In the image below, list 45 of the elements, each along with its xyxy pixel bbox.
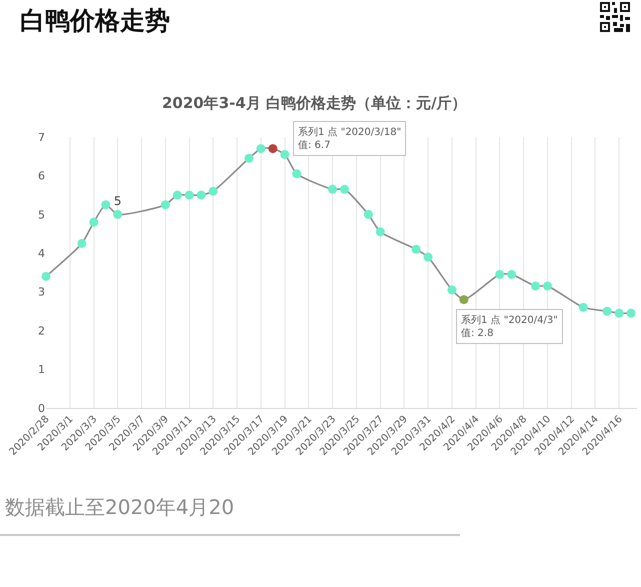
point xyxy=(113,210,122,219)
y-tick-label: 3 xyxy=(38,286,45,299)
y-tick-label: 4 xyxy=(38,246,45,260)
point xyxy=(602,306,612,316)
text: 数据截止至2020年4月20 xyxy=(5,495,234,519)
point xyxy=(364,210,373,219)
point xyxy=(340,184,349,194)
point xyxy=(626,308,636,318)
annotation: 系列1 点 "2020/4/3" 值: 2.8 xyxy=(461,314,558,339)
point xyxy=(42,272,50,281)
point xyxy=(89,218,98,227)
point xyxy=(614,308,624,318)
point xyxy=(412,244,421,254)
data-label: 5 xyxy=(114,194,122,208)
y-tick-label: 0 xyxy=(38,402,45,415)
point xyxy=(77,238,86,248)
point xyxy=(507,270,516,279)
chart-subtitle: 2020年3-4月 白鸭价格走势（单位：元/斤） xyxy=(162,94,467,112)
point xyxy=(459,295,468,304)
y-tick-label: 7 xyxy=(38,130,45,144)
point xyxy=(184,190,194,200)
y-tick-label: 5 xyxy=(38,208,45,222)
point xyxy=(578,302,588,312)
y-tick-label: 1 xyxy=(38,363,45,376)
point xyxy=(280,150,290,159)
point xyxy=(328,184,338,194)
point xyxy=(542,282,552,291)
point xyxy=(292,169,302,178)
point xyxy=(160,200,170,210)
point xyxy=(268,144,278,154)
annotation: 系列1 点 "2020/3/18" 值: 6.7 xyxy=(298,126,402,151)
point xyxy=(447,285,456,294)
point xyxy=(172,190,182,200)
point xyxy=(196,190,206,200)
point xyxy=(424,252,433,262)
chart-title: 白鸭价格走势 xyxy=(20,6,170,35)
point xyxy=(531,282,540,291)
y-tick-label: 6 xyxy=(38,170,45,183)
point xyxy=(244,154,254,163)
point xyxy=(376,227,385,236)
y-tick-label: 2 xyxy=(38,324,45,338)
point xyxy=(101,200,110,210)
point xyxy=(256,144,266,154)
point xyxy=(495,270,504,279)
point xyxy=(208,186,218,196)
